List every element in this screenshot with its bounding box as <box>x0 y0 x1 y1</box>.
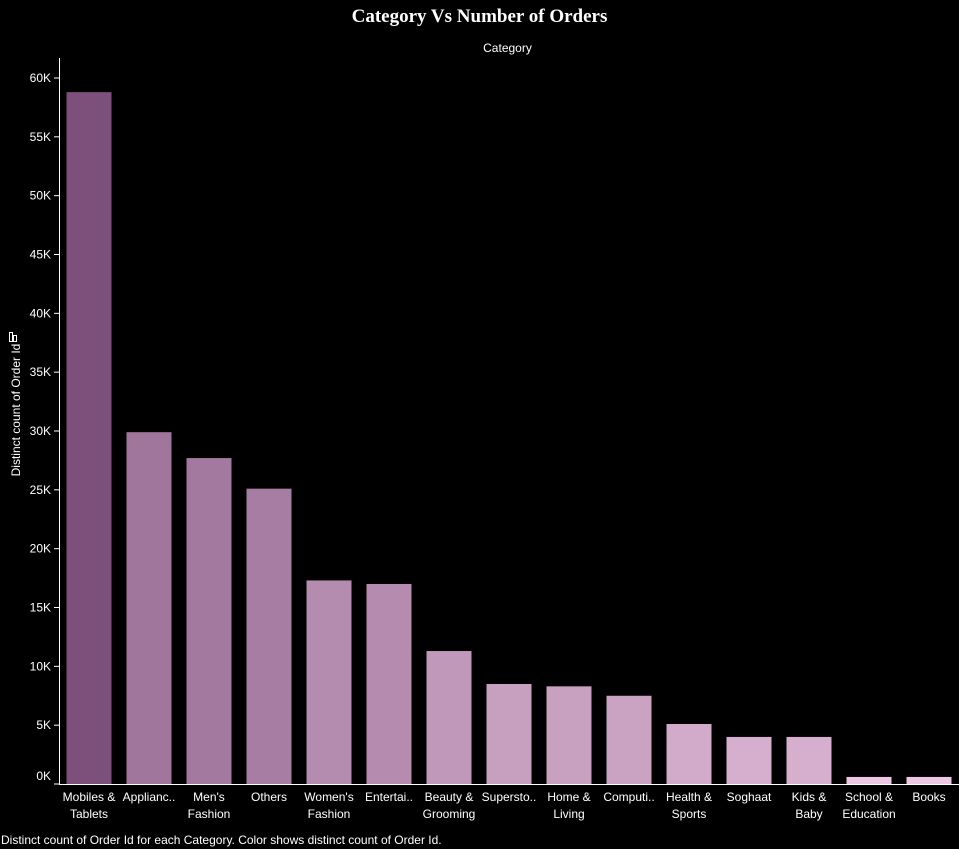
x-tick-label: Sports <box>672 807 707 821</box>
x-tick-label: Beauty & <box>425 790 474 804</box>
y-tick-label: 30K <box>30 424 51 438</box>
x-tick-label: Computi.. <box>603 790 654 804</box>
sort-icon[interactable] <box>9 332 19 342</box>
bar <box>546 686 592 784</box>
x-tick-label: Health & <box>666 790 712 804</box>
bar <box>726 736 772 784</box>
y-tick-label: 40K <box>30 306 51 320</box>
y-tick-label: 45K <box>30 248 51 262</box>
bar <box>906 776 952 784</box>
bar <box>606 695 652 784</box>
y-tick-label: 5K <box>36 718 51 732</box>
x-tick-label: Home & <box>547 790 590 804</box>
bar <box>486 683 532 784</box>
y-tick-label: 15K <box>30 601 51 615</box>
chart-caption: Distinct count of Order Id for each Cate… <box>1 833 442 847</box>
x-tick-label: Baby <box>795 807 822 821</box>
x-tick-label: Supersto.. <box>482 790 537 804</box>
x-tick-label: School & <box>845 790 893 804</box>
y-tick-label: 60K <box>30 71 51 85</box>
x-tick-label: Applianc.. <box>123 790 176 804</box>
chart-title: Category Vs Number of Orders <box>351 6 608 27</box>
bar <box>366 583 412 784</box>
y-tick-label: 50K <box>30 189 51 203</box>
y-tick-label: 20K <box>30 542 51 556</box>
bar <box>66 92 112 785</box>
x-tick-label: Women's <box>304 790 353 804</box>
y-tick-label: 35K <box>30 365 51 379</box>
x-tick-label: Mobiles & <box>63 790 116 804</box>
x-tick-label: Kids & <box>792 790 827 804</box>
bar <box>186 458 232 784</box>
x-tick-label: Education <box>842 807 895 821</box>
x-tick-label: Fashion <box>308 807 351 821</box>
y-tick-label: 0K <box>36 769 51 783</box>
bar <box>666 723 712 784</box>
bar <box>786 736 832 784</box>
x-tick-label: Others <box>251 790 287 804</box>
y-tick-label: 10K <box>30 659 51 673</box>
y-tick-label: 55K <box>30 130 51 144</box>
y-tick-label: 25K <box>30 483 51 497</box>
x-tick-label: Fashion <box>188 807 231 821</box>
x-tick-label: Soghaat <box>727 790 772 804</box>
bar <box>126 432 172 784</box>
x-tick-label: Tablets <box>70 807 108 821</box>
x-tick-label: Books <box>912 790 945 804</box>
x-tick-label: Living <box>553 807 584 821</box>
bar <box>846 776 892 784</box>
x-tick-label: Entertai.. <box>365 790 413 804</box>
bar <box>426 651 472 784</box>
column-header: Category <box>483 41 532 55</box>
x-tick-label: Grooming <box>423 807 476 821</box>
bar <box>306 580 352 784</box>
bar <box>246 488 292 784</box>
x-tick-label: Men's <box>193 790 225 804</box>
